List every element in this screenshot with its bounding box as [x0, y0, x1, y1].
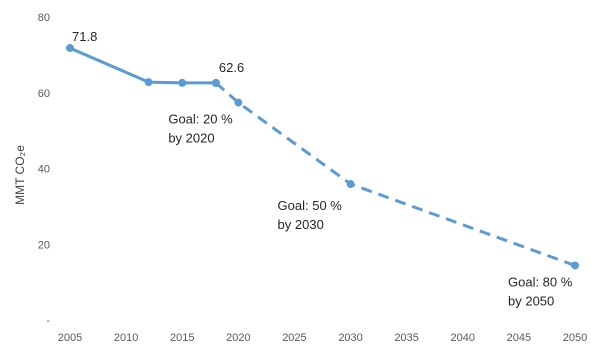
- goal-trajectory-line: [214, 81, 576, 267]
- series-lines: [68, 46, 576, 267]
- x-tick-label: 2045: [507, 332, 531, 344]
- x-tick-label: 2035: [394, 332, 418, 344]
- historical-point: [144, 78, 153, 87]
- historical-point: [66, 44, 74, 53]
- x-tick-label: 2050: [563, 332, 587, 344]
- goal-annotation: Goal: 20 % by 2020: [168, 112, 233, 146]
- series-points: [66, 44, 579, 270]
- y-tick-label: 80: [38, 12, 50, 24]
- y-tick-label: 40: [38, 164, 50, 176]
- goal-annotation: Goal: 80 % by 2050: [508, 274, 573, 308]
- historical-emissions-line: [68, 46, 218, 85]
- goal-annotation-line: by 2030: [278, 217, 324, 232]
- x-tick-label: 2040: [451, 332, 475, 344]
- goal-annotation-line: Goal: 50 %: [278, 198, 343, 213]
- y-tick-labels: - 20 40 60 80: [38, 12, 51, 327]
- y-axis-title-text: MMT CO₂e: [13, 145, 27, 205]
- goal-point: [234, 98, 243, 107]
- x-tick-label: 2025: [282, 332, 306, 344]
- goal-annotation-line: Goal: 80 %: [508, 274, 573, 289]
- data-label: 62.6: [219, 60, 244, 75]
- data-label: 71.8: [72, 29, 97, 44]
- x-tick-label: 2020: [226, 332, 250, 344]
- goal-annotation: Goal: 50 % by 2030: [278, 198, 343, 232]
- x-tick-label: 2010: [114, 332, 138, 344]
- x-tick-label: 2015: [170, 332, 194, 344]
- x-tick-label: 2030: [338, 332, 362, 344]
- y-tick-label: 60: [38, 88, 50, 100]
- goal-point: [571, 261, 579, 270]
- y-tick-label: 20: [38, 239, 50, 251]
- historical-point: [178, 78, 187, 87]
- goal-point: [211, 78, 220, 87]
- x-tick-labels: 2005 2010 2015 2020 2025 2030 2035 2040 2045 2050: [58, 332, 587, 344]
- y-tick-label: -: [46, 315, 50, 327]
- goal-annotation-line: Goal: 20 %: [168, 112, 233, 127]
- data-labels: 71.8 62.6: [72, 29, 244, 75]
- goal-annotation-line: by 2020: [168, 131, 214, 146]
- goal-annotation-line: by 2050: [508, 293, 554, 308]
- x-tick-label: 2005: [58, 332, 82, 344]
- y-axis-title: MMT CO₂e: [13, 145, 27, 205]
- goal-point: [346, 180, 355, 189]
